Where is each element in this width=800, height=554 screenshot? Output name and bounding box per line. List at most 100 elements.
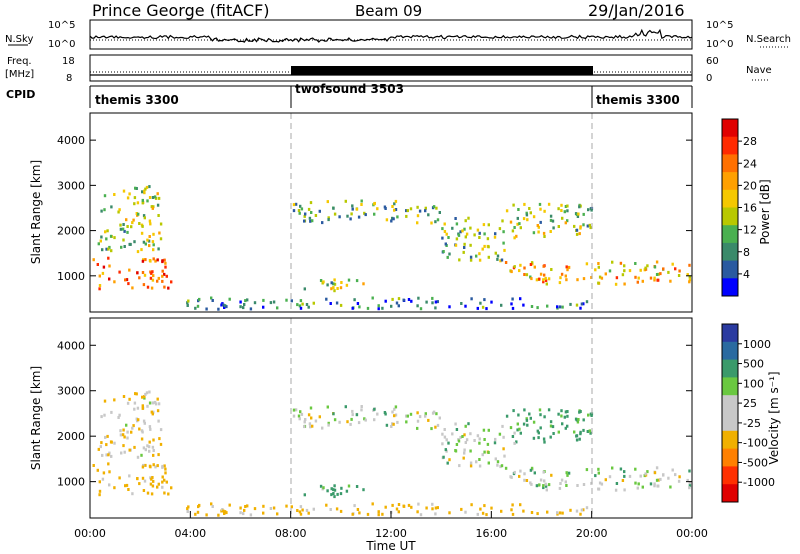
velocity-cell [141, 406, 144, 410]
velocity-cell [657, 478, 660, 482]
velocity-cell [487, 451, 490, 454]
power-cell [483, 298, 486, 302]
power-cell [671, 262, 674, 266]
velocity-cell [244, 505, 247, 508]
power-cell [161, 260, 164, 264]
velocity-cell [373, 418, 376, 422]
power-cell [105, 237, 108, 241]
nave-tick-top: 60 [706, 56, 719, 67]
velocity-cell [292, 414, 296, 418]
velocity-cell [561, 511, 564, 515]
velocity-cell [671, 468, 674, 472]
velocity-cell [560, 414, 563, 418]
power-cell [459, 230, 462, 234]
power-cell [327, 218, 330, 222]
power-cell [152, 248, 155, 252]
power-cell [156, 279, 159, 283]
velocity-cell [405, 414, 408, 418]
velocity-cell [151, 401, 155, 405]
velocity-cell [117, 416, 120, 419]
power-cell [147, 239, 151, 243]
velocity-cell [157, 453, 160, 457]
power-cell [566, 268, 569, 272]
power-cell [396, 215, 399, 219]
power-cell [198, 297, 201, 301]
velocity-cell [321, 426, 324, 430]
velocity-cell [140, 453, 143, 457]
power-cell [530, 277, 533, 281]
power-cell [525, 273, 529, 277]
power-cell [499, 259, 502, 263]
power-cell [159, 222, 163, 226]
power-cell [405, 214, 408, 218]
velocity-cell [441, 432, 444, 436]
power-cell [525, 211, 528, 215]
power-cell [305, 303, 309, 306]
power-cell [107, 247, 110, 251]
power-cell [533, 265, 536, 269]
power-cell [262, 298, 265, 302]
power-cell [536, 224, 539, 227]
velocity-cell [416, 419, 420, 423]
velocity-cell [455, 428, 459, 431]
velocity-cell [530, 466, 534, 470]
velocity-cell [152, 479, 155, 483]
power-cell [444, 242, 447, 246]
velocity-cell [167, 492, 170, 496]
velocity-cell [513, 470, 516, 474]
velocity-cell [469, 432, 472, 436]
velocity-cell [158, 437, 161, 441]
power-cell [416, 221, 419, 225]
velocity-cell [509, 426, 513, 430]
power-cell [410, 299, 413, 303]
power-cell [409, 207, 413, 211]
power-cell [576, 278, 579, 282]
power-cell [448, 252, 451, 256]
velocity-cell [128, 474, 131, 478]
velocity-cell [146, 444, 149, 448]
velocity-cell [578, 437, 581, 441]
power-cell [678, 269, 681, 273]
power-cell [347, 278, 351, 282]
velocity-cell [585, 468, 589, 472]
velocity-cell [118, 476, 121, 480]
velocity-cell [141, 404, 144, 408]
velocity-cell [130, 430, 133, 434]
power-cell [340, 281, 343, 284]
power-cell [152, 257, 155, 261]
beam-label: Beam 09 [355, 2, 422, 20]
velocity-cell [186, 507, 189, 511]
velocity-cell [122, 395, 126, 398]
velocity-cell [505, 414, 509, 418]
power-cell [561, 216, 564, 220]
power-cbar-swatch-3 [722, 172, 738, 191]
power-cell [131, 221, 134, 225]
power-cell [535, 278, 539, 282]
power-cell [127, 282, 130, 286]
power-cell [351, 207, 354, 211]
velocity-cell [539, 426, 542, 430]
velocity-cell [566, 414, 569, 418]
power-cell [128, 268, 131, 272]
velocity-cell [157, 402, 161, 406]
power-cell [628, 269, 632, 273]
power-cell [385, 218, 389, 222]
power-cell [588, 223, 591, 227]
velocity-cell [393, 414, 396, 418]
power-cell [688, 275, 691, 279]
power-cbar-swatch-6 [722, 225, 738, 244]
velocity-cell [575, 438, 579, 442]
power-cell [122, 238, 125, 242]
velocity-cell [438, 416, 441, 420]
power-cell [460, 302, 463, 305]
velocity-cell [134, 392, 137, 396]
power-cell [301, 302, 304, 306]
power-cell [481, 305, 485, 309]
velocity-cell [644, 472, 647, 476]
velocity-cell [351, 413, 354, 417]
power-cell [545, 282, 548, 286]
power-cell [515, 234, 518, 238]
velocity-cbar-tick-label-0: 1000 [743, 338, 771, 351]
power-cell [156, 192, 159, 196]
